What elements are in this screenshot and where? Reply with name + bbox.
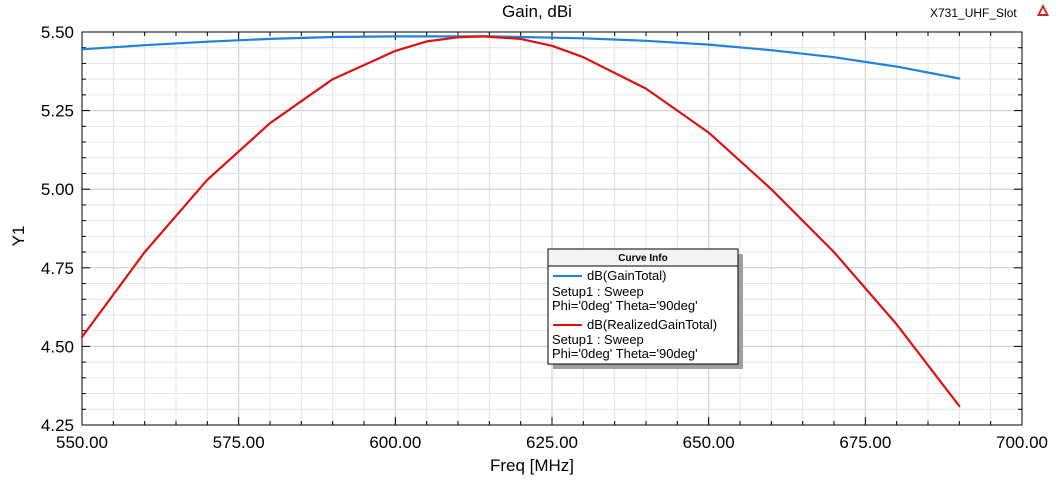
y-tick-label: 5.50 <box>41 23 74 42</box>
y-tick-label: 4.25 <box>41 416 74 435</box>
legend-vars-gaintotal: Phi='0deg' Theta='90deg' <box>552 298 698 313</box>
series-lines <box>80 35 961 408</box>
legend-vars-realizedgaintotal: Phi='0deg' Theta='90deg' <box>552 346 698 361</box>
x-tick-label: 575.00 <box>213 433 265 452</box>
series-line-realizedgaintotal <box>80 35 961 408</box>
legend-title: Curve Info <box>618 253 667 264</box>
y-axis-title: Y1 <box>9 226 28 247</box>
x-tick-label: 650.00 <box>683 433 735 452</box>
x-tick-label: 625.00 <box>526 433 578 452</box>
legend-box <box>547 248 739 365</box>
legend-entry-gaintotal: dB(GainTotal) <box>587 268 666 283</box>
legend[interactable]: Curve Info dB(GainTotal) Setup1 : Sweep … <box>547 248 743 369</box>
y-tick-label: 5.00 <box>41 180 74 199</box>
y-tick-labels: 4.25 4.50 4.75 5.00 5.25 5.50 <box>41 23 74 435</box>
legend-entry-realizedgaintotal: dB(RealizedGainTotal) <box>587 317 717 332</box>
y-tick-label: 4.75 <box>41 259 74 278</box>
x-tick-labels: 550.00 575.00 600.00 625.00 650.00 675.00 700.… <box>56 433 1048 452</box>
ansys-logo-icon <box>1037 4 1049 16</box>
x-tick-label: 675.00 <box>839 433 891 452</box>
legend-header <box>547 248 739 267</box>
x-tick-label: 600.00 <box>369 433 421 452</box>
y-tick-label: 4.50 <box>41 337 74 356</box>
grid <box>82 32 1022 425</box>
series-line-gaintotal <box>80 35 961 80</box>
legend-setup-gaintotal: Setup1 : Sweep <box>552 284 644 299</box>
y-tick-label: 5.25 <box>41 102 74 121</box>
design-name-label: X731_UHF_Slot <box>930 6 1017 20</box>
x-axis-title: Freq [MHz] <box>490 456 574 475</box>
legend-setup-realizedgaintotal: Setup1 : Sweep <box>552 332 644 347</box>
x-tick-label: 700.00 <box>996 433 1048 452</box>
x-tick-label: 550.00 <box>56 433 108 452</box>
chart-title: Gain, dBi <box>502 2 572 21</box>
